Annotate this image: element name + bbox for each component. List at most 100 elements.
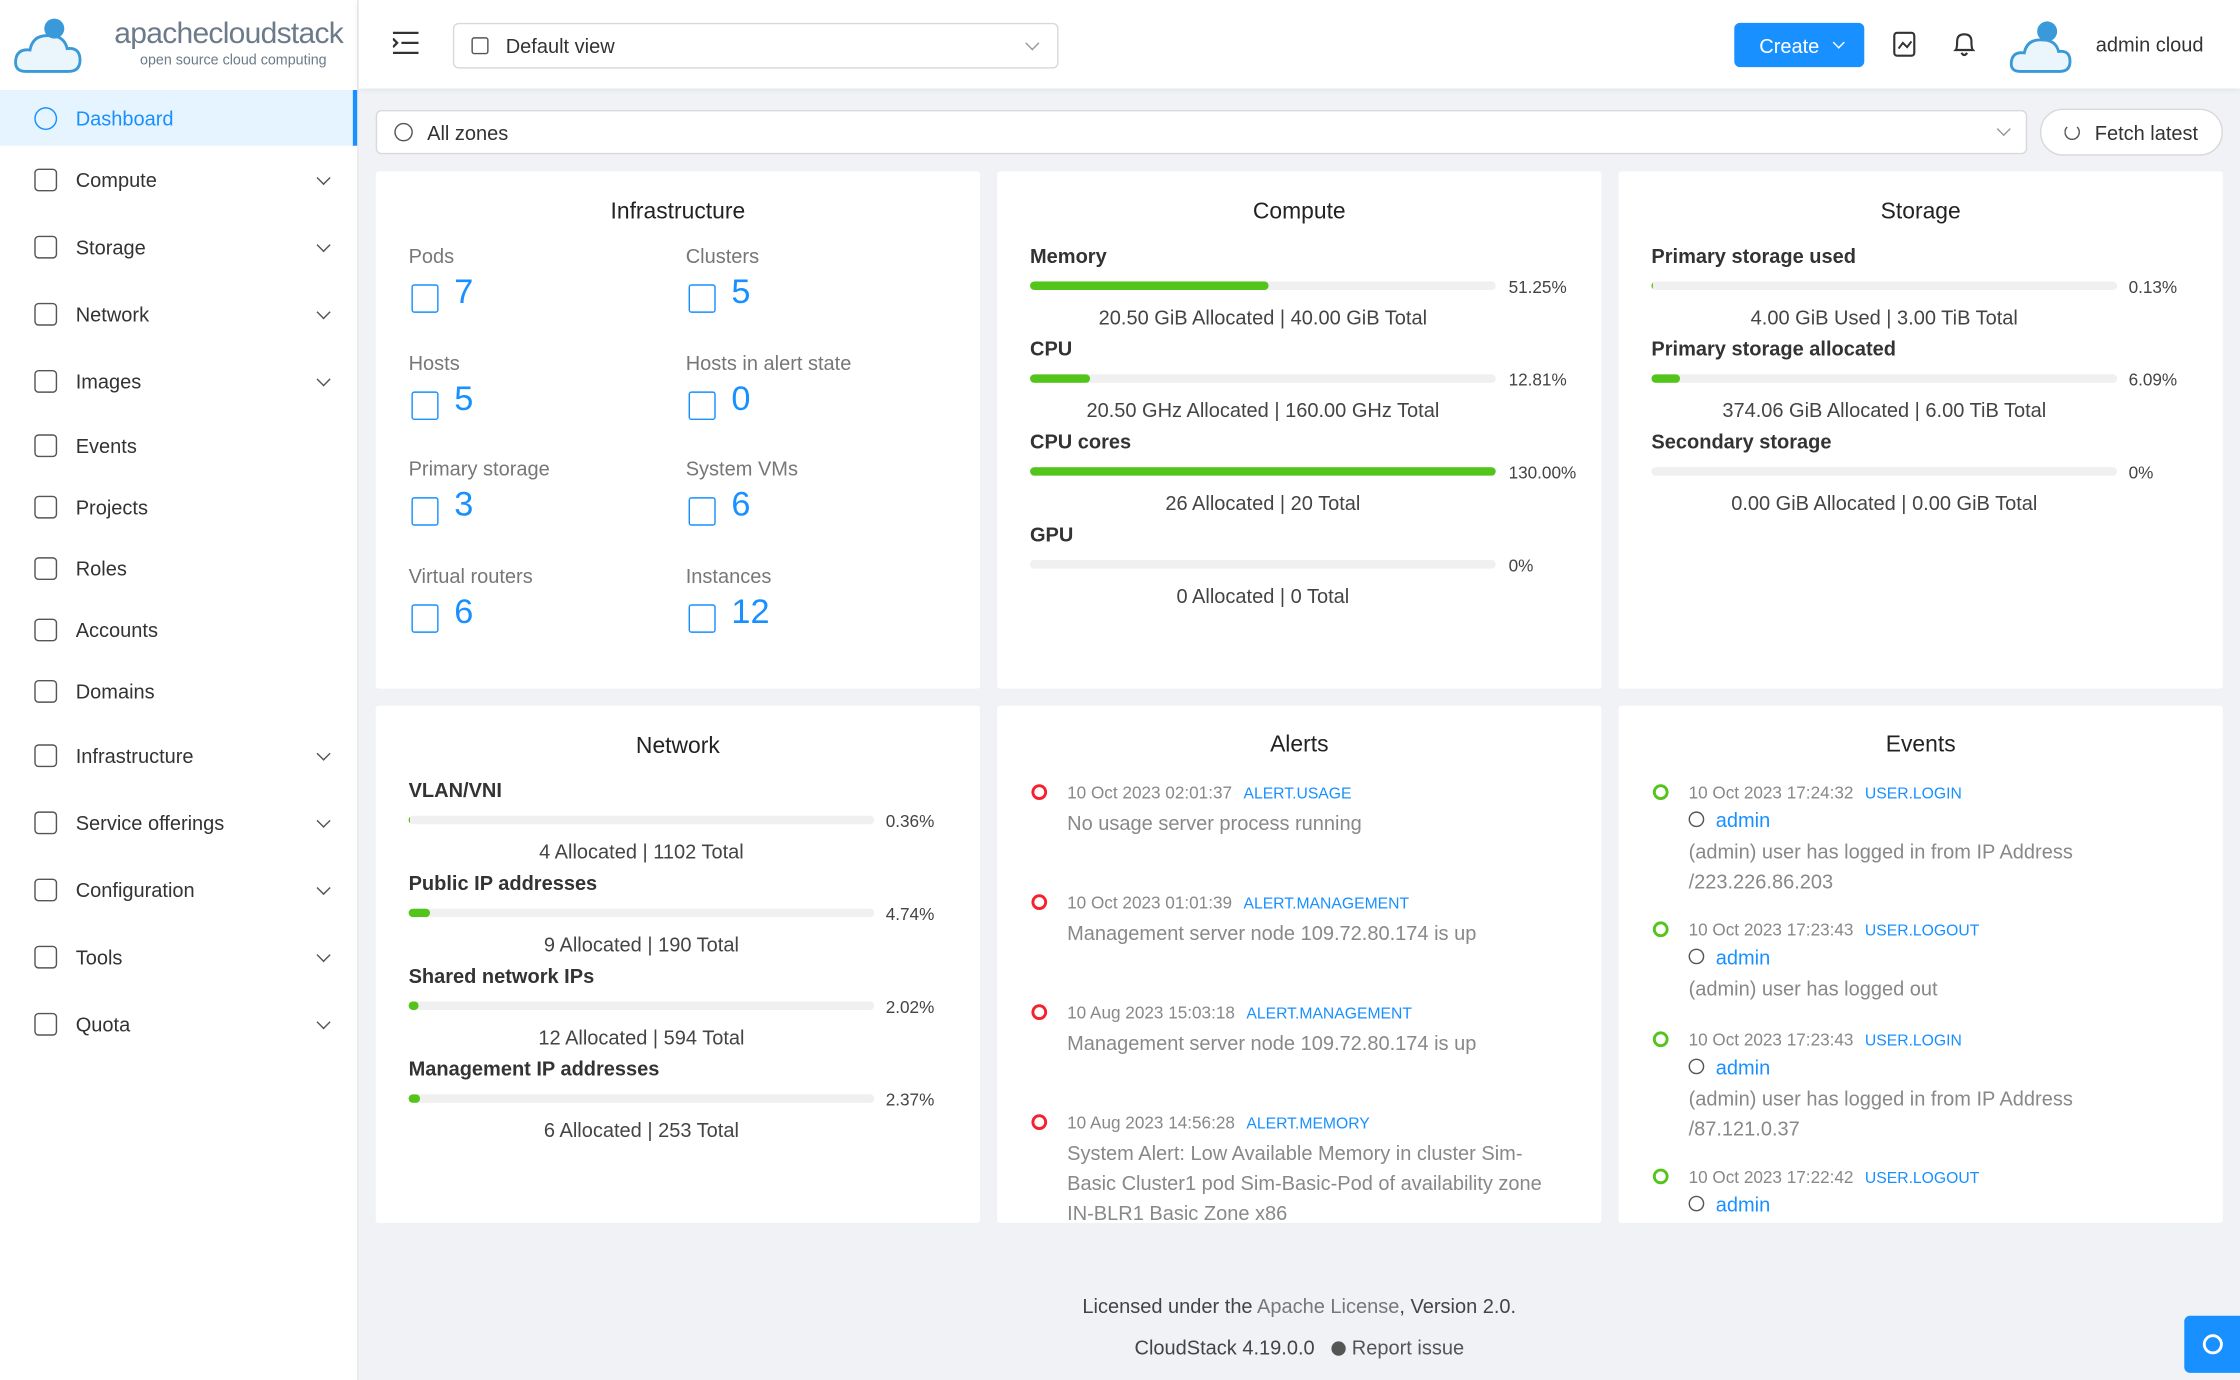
menu-item[interactable]: Roles: [0, 537, 357, 598]
item-message: System Alert: Low Available Memory in cl…: [1067, 1141, 1542, 1223]
license-link[interactable]: Apache License: [1257, 1294, 1400, 1318]
menu-label: Network: [75, 302, 150, 325]
metric-detail: 9 Allocated | 190 Total: [543, 932, 739, 956]
menu-item[interactable]: Dashboard: [0, 89, 358, 146]
menu-item[interactable]: Domains: [0, 660, 357, 721]
card-title: Events: [1885, 732, 1956, 758]
notification-icon[interactable]: [1953, 31, 1976, 57]
logo-tagline: open source cloud computing: [139, 52, 327, 69]
card-title: Alerts: [1270, 732, 1329, 758]
menu-item[interactable]: Events: [0, 414, 357, 475]
infra-icon: [688, 390, 716, 420]
item-type[interactable]: ALERT.MEMORY: [1246, 1115, 1370, 1133]
infra-label: System VMs: [685, 457, 798, 480]
timeline-item: 10 Aug 2023 14:56:28 ALERT.MEMORY System A…: [1031, 1110, 1567, 1223]
infra-icon: [411, 284, 439, 313]
menu-label: Configuration: [75, 877, 195, 901]
metric-label: Secondary storage: [1651, 429, 1832, 453]
timeline-header: 10 Aug 2023 14:56:28 ALERT.MEMORY: [1067, 1110, 1567, 1133]
item-type[interactable]: USER.LOGIN: [1864, 1032, 1962, 1050]
zone-select[interactable]: All zones: [375, 109, 2028, 155]
license: Licensed under the Apache License, Versi…: [359, 1294, 2240, 1317]
version-row: CloudStack 4.19.0.0 Report issue: [359, 1336, 2240, 1359]
user-name: admin: [1715, 808, 1771, 832]
infra-count[interactable]: 5: [454, 379, 474, 418]
report-issue[interactable]: Report issue: [1331, 1336, 1464, 1359]
infra-count[interactable]: 7: [454, 272, 474, 312]
menu-item[interactable]: Infrastructure: [0, 721, 357, 788]
infra-count[interactable]: 12: [731, 592, 770, 631]
create-button[interactable]: Create: [1734, 22, 1865, 68]
metric-label: Public IP addresses: [408, 871, 598, 895]
timeline-header: 10 Aug 2023 15:03:18 ALERT.MANAGEMENT: [1067, 1000, 1567, 1023]
menu-item[interactable]: Accounts: [0, 599, 357, 660]
user-name: admin: [1715, 1192, 1771, 1216]
progress-track: [408, 1001, 875, 1010]
menu-toggle[interactable]: [392, 31, 419, 54]
item-user[interactable]: admin: [1688, 808, 2189, 832]
item-message: (admin) user has logged in from IP Addre…: [1688, 839, 2073, 893]
menu-icon: [34, 433, 58, 457]
user-name[interactable]: admin cloud: [2095, 32, 2204, 56]
progress-track: [1029, 281, 1496, 290]
infra-count[interactable]: 5: [731, 272, 751, 312]
menu-item[interactable]: Images: [0, 347, 357, 414]
timeline-item: 10 Oct 2023 02:01:37 ALERT.USAGE No usage …: [1031, 780, 1567, 890]
item-user[interactable]: admin: [1688, 1056, 2189, 1079]
infra-count[interactable]: 6: [731, 485, 751, 525]
menu-label: Storage: [75, 234, 146, 258]
menu-item[interactable]: Service offerings: [0, 789, 357, 856]
view-label: Default view: [505, 34, 615, 58]
menu-item[interactable]: Storage: [0, 213, 357, 280]
infra-count[interactable]: 3: [454, 485, 474, 525]
timeline: 10 Oct 2023 17:24:32 USER.LOGIN admin (admi…: [1652, 780, 2189, 1223]
menu-chevron: [316, 371, 331, 386]
settings-button[interactable]: [2184, 1315, 2240, 1373]
storage-card: Storage Primary storage used 0.13% 4.00 GiB…: [1618, 171, 2223, 689]
menu-item[interactable]: Quota: [0, 990, 357, 1057]
menu-item[interactable]: Tools: [0, 923, 357, 990]
menu-icon: [34, 944, 58, 968]
item-message: (admin) user has logged in from IP Addre…: [1688, 1087, 2073, 1140]
metric-label: Primary storage allocated: [1651, 337, 1896, 360]
metric-percent: 6.09%: [2128, 369, 2178, 390]
view-select[interactable]: Default view: [452, 22, 1059, 69]
item-message: (admin) user has logged out: [1688, 977, 1938, 1000]
metric-percent: 0.36%: [885, 811, 935, 832]
view-icon: [471, 37, 489, 55]
infra-count[interactable]: 0: [731, 379, 751, 418]
menu-item[interactable]: Compute: [0, 146, 357, 213]
menu-item[interactable]: Configuration: [0, 856, 357, 923]
avatar[interactable]: [2009, 14, 2086, 77]
menu-label: Dashboard: [75, 106, 174, 130]
menu-icon: [34, 877, 58, 901]
item-type[interactable]: USER.LOGIN: [1864, 785, 1962, 803]
item-user[interactable]: admin: [1688, 945, 2189, 969]
progress-fill: [408, 1001, 418, 1010]
menu-chevron: [316, 237, 331, 252]
infra-label: Hosts: [408, 350, 460, 374]
fetch-button[interactable]: Fetch latest: [2039, 108, 2223, 156]
menu-item[interactable]: Network: [0, 280, 357, 347]
timeline-item: 10 Aug 2023 15:03:18 ALERT.MANAGEMENT Mana…: [1031, 1000, 1567, 1110]
metric-label: Management IP addresses: [408, 1057, 660, 1080]
menu-label: Quota: [75, 1012, 131, 1035]
item-type[interactable]: USER.LOGOUT: [1864, 1169, 1980, 1188]
license-suffix: , Version 2.0.: [1399, 1294, 1517, 1318]
item-type[interactable]: ALERT.MANAGEMENT: [1246, 1005, 1412, 1023]
item-type[interactable]: ALERT.USAGE: [1243, 785, 1352, 803]
view-caret: [1025, 35, 1040, 50]
item-type[interactable]: USER.LOGOUT: [1864, 922, 1980, 940]
timeline-item: 10 Oct 2023 01:01:39 ALERT.MANAGEMENT Mana…: [1031, 890, 1567, 1000]
item-user[interactable]: admin: [1688, 1192, 2189, 1216]
logo-icon: [14, 18, 82, 73]
timeline: 10 Oct 2023 02:01:37 ALERT.USAGE No usage …: [1031, 780, 1567, 1223]
item-date: 10 Oct 2023 17:23:43: [1688, 919, 1854, 940]
item-type[interactable]: ALERT.MANAGEMENT: [1243, 895, 1410, 913]
user-name: admin: [1715, 945, 1771, 969]
item-date: 10 Oct 2023 17:22:42: [1688, 1167, 1854, 1188]
projects-icon[interactable]: [1893, 31, 1919, 57]
menu-item[interactable]: Projects: [0, 476, 357, 537]
infra-count[interactable]: 6: [454, 592, 474, 631]
menu-icon: [34, 167, 58, 191]
